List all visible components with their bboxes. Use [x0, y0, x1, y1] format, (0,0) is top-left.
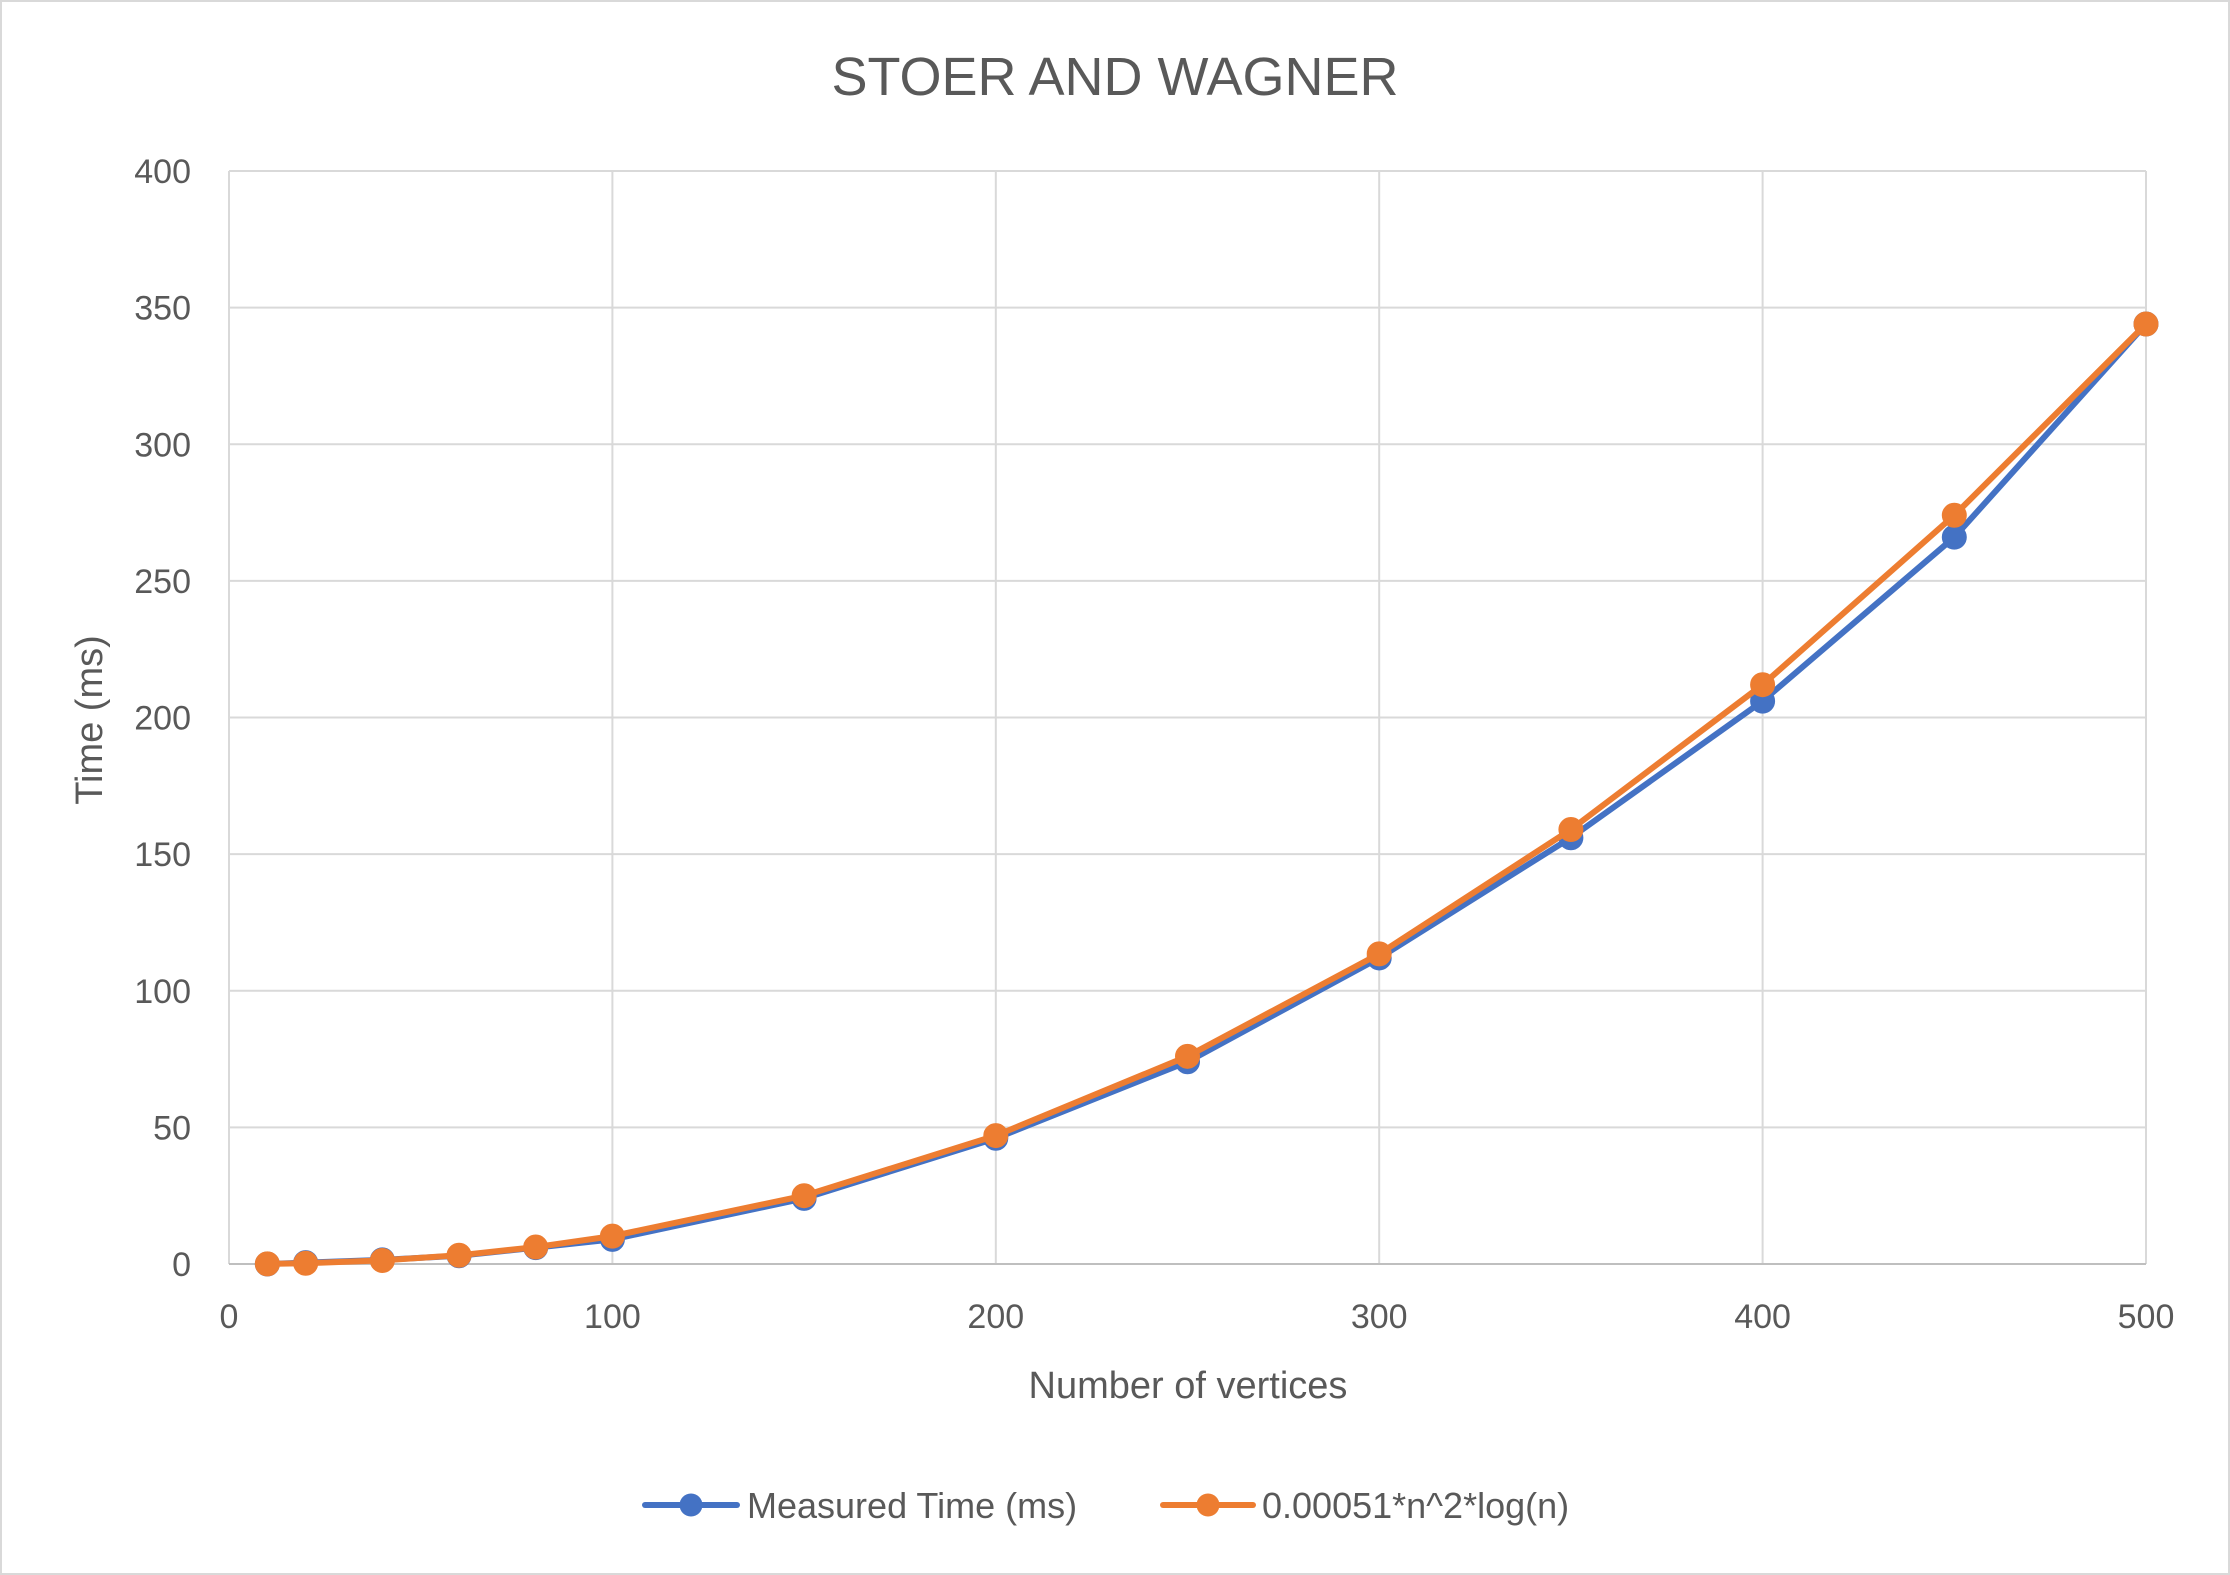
tick-labels: 0 50 100 150 200 250 300 350 400 0 100 200 300 400 500 — [134, 153, 2174, 1336]
x-tick-label: 300 — [1351, 1298, 1408, 1336]
series-line — [264, 321, 2149, 1267]
y-tick-label: 200 — [134, 700, 191, 738]
legend-swatch-marker — [679, 1493, 703, 1517]
data-point — [293, 1250, 319, 1276]
chart-title: STOER AND WAGNER — [831, 47, 1398, 107]
data-point — [1941, 502, 1967, 528]
y-tick-label: 50 — [153, 1109, 191, 1147]
data-point — [1558, 817, 1584, 843]
x-tick-label: 200 — [967, 1298, 1024, 1336]
y-axis-title: Time (ms) — [69, 635, 111, 805]
legend-item: 0.00051*n^2*log(n) — [1160, 1485, 1569, 1526]
data-point — [369, 1247, 395, 1273]
legend: Measured Time (ms) 0.00051*n^2*log(n) — [642, 1485, 1569, 1526]
gridlines — [228, 170, 2147, 1264]
data-point — [254, 1251, 280, 1277]
legend-label: 0.00051*n^2*log(n) — [1262, 1485, 1569, 1526]
series-layer — [254, 311, 2159, 1277]
data-point — [1941, 524, 1967, 550]
legend-swatch-marker — [1196, 1493, 1220, 1517]
data-point — [523, 1234, 549, 1260]
x-tick-label: 0 — [220, 1298, 239, 1336]
y-tick-label: 150 — [134, 836, 191, 874]
y-tick-label: 350 — [134, 290, 191, 328]
data-point — [1366, 941, 1392, 967]
data-point — [1750, 672, 1776, 698]
x-tick-label: 400 — [1734, 1298, 1791, 1336]
y-tick-label: 100 — [134, 973, 191, 1011]
x-tick-label: 100 — [584, 1298, 641, 1336]
x-tick-label: 500 — [2118, 1298, 2175, 1336]
data-point — [446, 1242, 472, 1268]
y-tick-label: 400 — [134, 153, 191, 191]
series-1 — [254, 311, 2159, 1277]
y-tick-label: 0 — [172, 1246, 191, 1284]
legend-label: Measured Time (ms) — [747, 1485, 1077, 1526]
data-point — [2133, 311, 2159, 337]
x-axis-title: Number of vertices — [1029, 1365, 1348, 1407]
data-point — [791, 1183, 817, 1209]
y-tick-label: 300 — [134, 426, 191, 464]
data-point — [1175, 1043, 1200, 1069]
legend-item: Measured Time (ms) — [642, 1485, 1077, 1526]
data-point — [599, 1223, 625, 1249]
data-point — [983, 1123, 1009, 1149]
y-tick-label: 250 — [134, 563, 191, 601]
